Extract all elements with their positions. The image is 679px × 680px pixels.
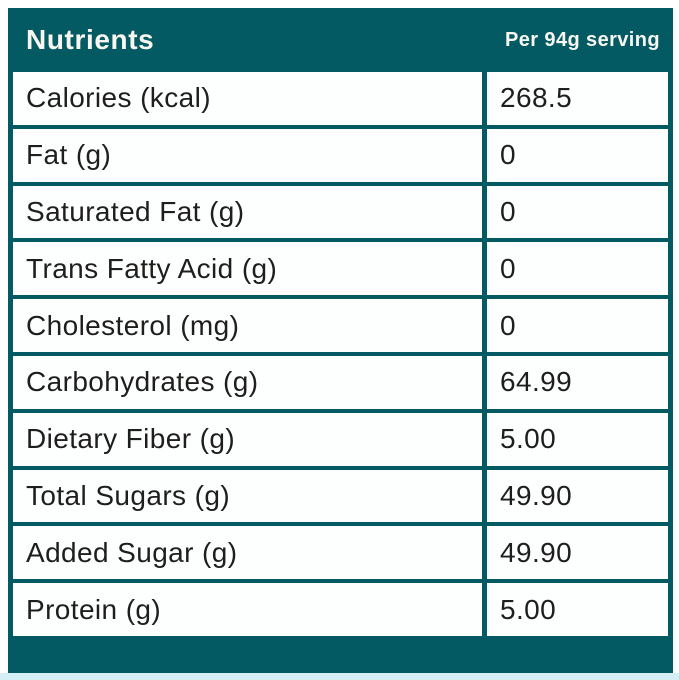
footer-band [8,636,673,673]
table-row: Protein (g) 5.00 [13,579,668,636]
nutrient-value-cell: 0 [482,185,668,239]
nutrient-value-cell: 0 [482,299,668,352]
nutrition-label-card: Nutrients Per 94g serving Calories (kcal… [8,8,673,673]
table-row: Cholesterol (mg) 0 [13,295,668,352]
header-title: Nutrients [26,24,155,55]
nutrient-value-cell: 0 [482,128,668,182]
nutrient-label-cell: Dietary Fiber (g) [26,423,236,455]
table-row: Calories (kcal) 268.5 [13,72,668,125]
nutrient-value-cell: 64.99 [482,355,668,409]
nutrient-label-cell: Carbohydrates (g) [26,366,259,398]
bottom-strip [0,673,679,680]
table-row: Carbohydrates (g) 64.99 [13,351,668,409]
nutrient-label-cell: Total Sugars (g) [26,479,231,511]
table-row: Total Sugars (g) 49.90 [13,465,668,523]
nutrient-value-cell: 0 [482,242,668,296]
nutrient-label-cell: Protein (g) [26,593,162,625]
table-row: Saturated Fat (g) 0 [13,181,668,239]
nutrient-label-cell: Saturated Fat (g) [26,195,245,227]
nutrient-label-cell: Added Sugar (g) [26,536,238,568]
serving-info: Per 94g serving [505,28,660,51]
nutrient-label-cell: Calories (kcal) [26,82,211,114]
nutrient-value-cell: 5.00 [482,412,668,466]
table-header: Nutrients Per 94g serving [8,8,673,72]
nutrient-value-cell: 5.00 [482,583,668,636]
nutrient-label-cell: Fat (g) [26,139,112,171]
table-row: Trans Fatty Acid (g) 0 [13,238,668,296]
nutrients-table-body: Calories (kcal) 268.5 Fat (g) 0 Saturate… [8,72,673,636]
table-row: Fat (g) 0 [13,124,668,182]
table-row: Added Sugar (g) 49.90 [13,522,668,580]
nutrient-value-cell: 49.90 [482,526,668,580]
nutrient-value-cell: 49.90 [482,469,668,523]
nutrient-label-cell: Trans Fatty Acid (g) [26,252,278,284]
nutrient-label-cell: Cholesterol (mg) [26,309,240,341]
nutrient-value-cell: 268.5 [482,72,668,125]
table-row: Dietary Fiber (g) 5.00 [13,408,668,466]
